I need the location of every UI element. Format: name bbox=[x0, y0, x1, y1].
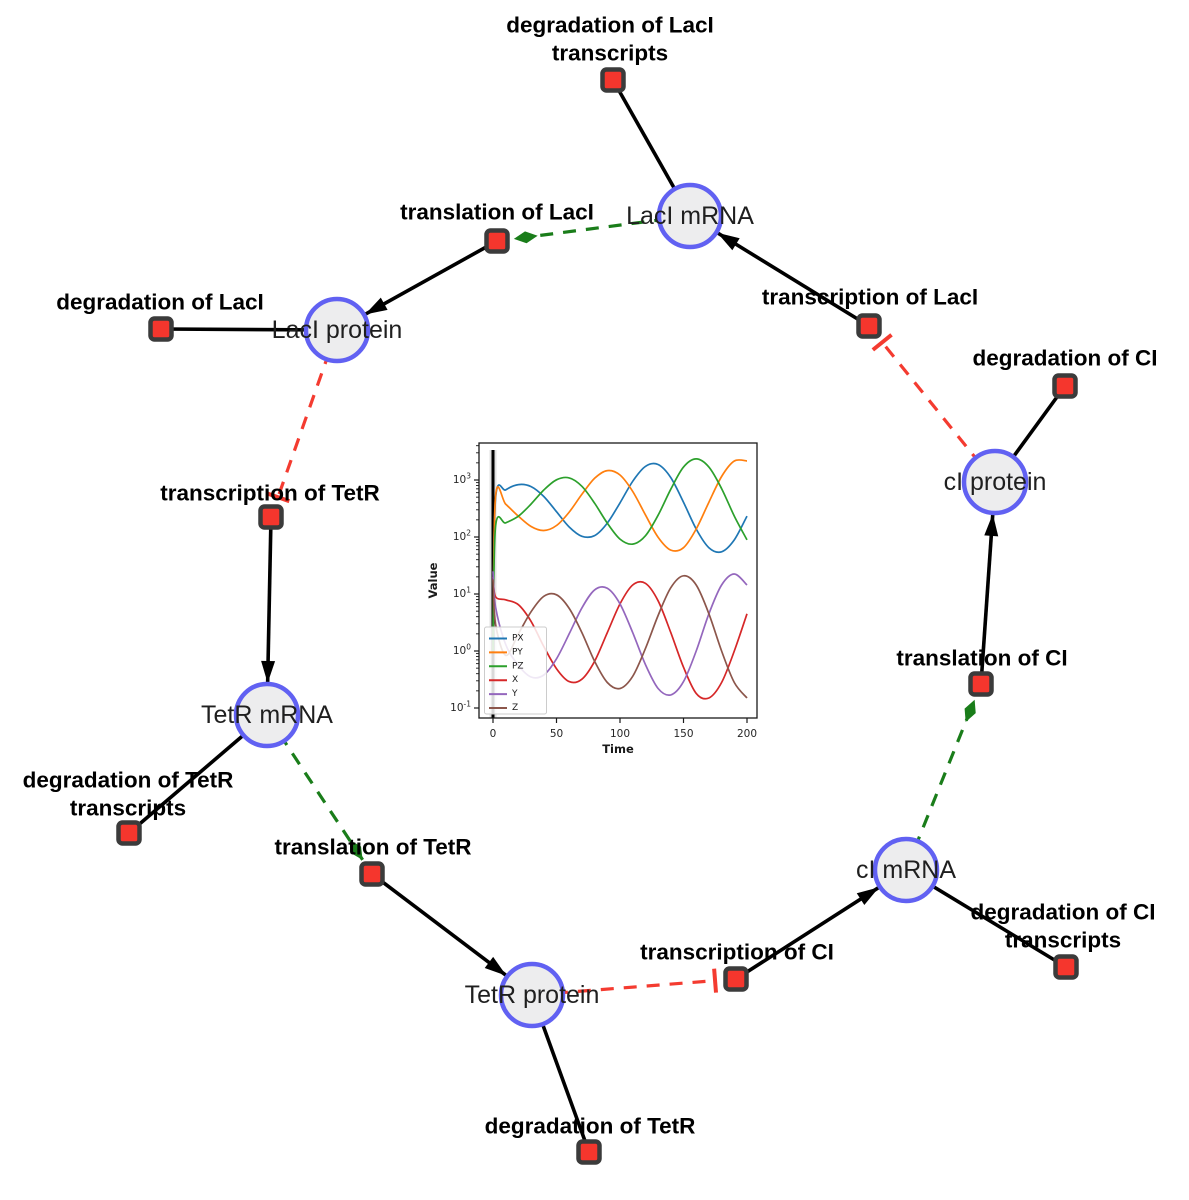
species-node-lacI_protein[interactable] bbox=[303, 296, 371, 364]
y-axis-title: Value bbox=[426, 562, 440, 598]
series-line-PZ bbox=[492, 458, 748, 652]
reaction-label-deg_cI_tx-line1: degradation of CI bbox=[971, 900, 1156, 925]
legend-label-PZ: PZ bbox=[512, 661, 524, 671]
reaction-label-deg_lacI_tx-line1: degradation of LacI bbox=[506, 13, 714, 38]
reaction-node-tx_tetR[interactable] bbox=[258, 504, 284, 530]
x-tick-label: 0 bbox=[490, 728, 497, 740]
legend-label-X: X bbox=[512, 675, 518, 685]
series-line-Z bbox=[492, 574, 748, 699]
species-node-cI_mRNA[interactable] bbox=[872, 836, 940, 904]
edge-production-lacI_mRNA-tx_lacI bbox=[717, 231, 870, 328]
edge-production-tetR_mRNA-tx_tetR bbox=[261, 516, 276, 684]
reaction-node-deg_lacI_tx[interactable] bbox=[600, 67, 626, 93]
species-label-cI_mRNA: cI mRNA bbox=[856, 856, 956, 884]
y-tick-label: 103 bbox=[453, 471, 471, 486]
plot-legend: PX PY PZ XYZ bbox=[484, 626, 547, 715]
reaction-label-deg_lacI-line1: degradation of LacI bbox=[56, 290, 264, 315]
reaction-node-tx_lacI[interactable] bbox=[856, 313, 882, 339]
species-label-tetR_protein: TetR protein bbox=[465, 981, 600, 1009]
edge-production-lacI_protein-transl_lacI bbox=[364, 239, 498, 316]
edge-production-tetR_protein-transl_tetR bbox=[370, 872, 507, 977]
reaction-node-deg_tetR_tx[interactable] bbox=[116, 820, 142, 846]
reaction-node-transl_cI[interactable] bbox=[968, 671, 994, 697]
legend-label-Y: Y bbox=[511, 689, 518, 699]
y-tick-label: 102 bbox=[453, 528, 471, 543]
edge-production-cI_mRNA-tx_cI bbox=[735, 886, 880, 981]
reaction-node-tx_cI[interactable] bbox=[723, 966, 749, 992]
plot-frame bbox=[478, 442, 758, 719]
labels-layer: degradation of LacI transcripts translatio… bbox=[23, 13, 1158, 1139]
reaction-label-deg_tetR_tx-line2: transcripts bbox=[70, 796, 186, 821]
series-line-X bbox=[492, 576, 748, 700]
species-node-lacI_mRNA[interactable] bbox=[656, 182, 724, 250]
species-node-cI_protein[interactable] bbox=[961, 448, 1029, 516]
x-tick-label: 50 bbox=[550, 728, 563, 740]
species-node-tetR_mRNA[interactable] bbox=[233, 681, 301, 749]
reaction-node-transl_tetR[interactable] bbox=[359, 861, 385, 887]
species-nodes-layer bbox=[233, 182, 1029, 1029]
reaction-node-transl_lacI[interactable] bbox=[484, 228, 510, 254]
x-tick-label: 100 bbox=[610, 728, 630, 740]
legend-label-PY: PY bbox=[512, 647, 523, 657]
timecourse-inset-plot: 0 50 100 150 20010-1100101102103TimeValuePXP… bbox=[426, 442, 758, 756]
species-label-lacI_protein: LacI protein bbox=[272, 316, 403, 344]
species-label-tetR_mRNA: TetR mRNA bbox=[201, 701, 333, 729]
reaction-label-tx_lacI-line1: transcription of LacI bbox=[762, 285, 978, 310]
species-label-lacI_mRNA: LacI mRNA bbox=[626, 202, 754, 230]
reaction-node-deg_cI_tx[interactable] bbox=[1053, 954, 1079, 980]
reaction-label-deg_tetR-line1: degradation of TetR bbox=[485, 1114, 696, 1139]
legend-label-PX: PX bbox=[512, 634, 524, 644]
series-line-PX bbox=[492, 462, 748, 652]
edge-production-cI_protein-transl_cI bbox=[979, 513, 999, 685]
y-tick-label: 101 bbox=[453, 585, 471, 600]
species-label-cI_protein: cI protein bbox=[944, 468, 1047, 496]
x-tick-label: 150 bbox=[673, 728, 693, 740]
reaction-nodes-layer bbox=[116, 67, 1079, 1165]
legend-label-Z: Z bbox=[512, 703, 518, 713]
reaction-node-deg_tetR[interactable] bbox=[576, 1139, 602, 1165]
x-axis-title: Time bbox=[602, 742, 634, 756]
legend-box bbox=[484, 626, 547, 715]
y-tick-label: 100 bbox=[453, 642, 471, 657]
reaction-label-transl_cI-line1: translation of CI bbox=[896, 646, 1067, 671]
reaction-label-deg_tetR_tx-line1: degradation of TetR bbox=[23, 768, 234, 793]
y-tick-label: 10-1 bbox=[450, 699, 471, 714]
reaction-label-tx_cI-line1: transcription of CI bbox=[640, 940, 834, 965]
x-tick-label: 200 bbox=[737, 728, 757, 740]
reaction-label-deg_lacI_tx-line2: transcripts bbox=[552, 41, 668, 66]
reaction-node-deg_cI[interactable] bbox=[1052, 373, 1078, 399]
reaction-label-tx_tetR-line1: transcription of TetR bbox=[160, 481, 380, 506]
species-node-tetR_protein[interactable] bbox=[498, 961, 566, 1029]
reaction-node-deg_lacI[interactable] bbox=[148, 316, 174, 342]
reaction-label-transl_lacI-line1: translation of LacI bbox=[400, 200, 594, 225]
reaction-label-transl_tetR-line1: translation of TetR bbox=[274, 835, 471, 860]
reaction-label-deg_cI-line1: degradation of CI bbox=[973, 346, 1158, 371]
reaction-label-deg_cI_tx-line2: transcripts bbox=[1005, 928, 1121, 953]
